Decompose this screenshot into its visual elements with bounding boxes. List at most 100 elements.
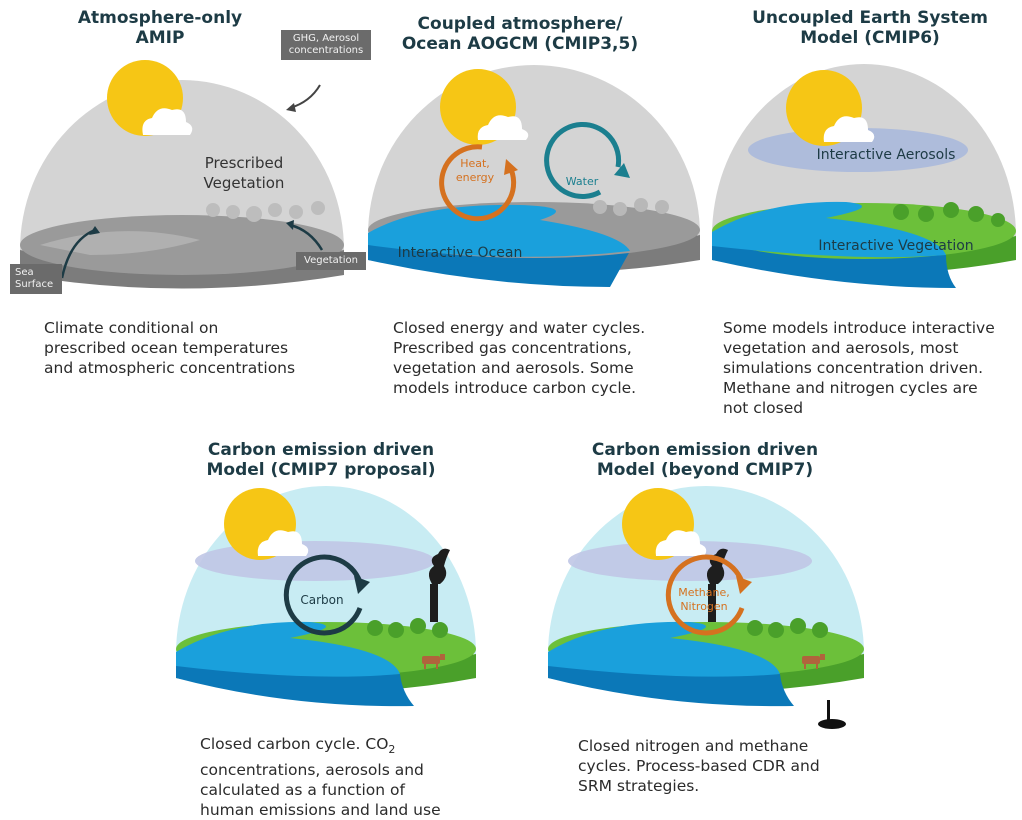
panel-2-caption-line-1: Closed energy and water cycles. bbox=[393, 319, 646, 337]
panel-5-title: Carbon emission driven Model (beyond CMI… bbox=[580, 440, 830, 480]
panel-1-ghg-line-1: GHG, Aerosol bbox=[292, 33, 360, 44]
panel-4-caption-line-3: calculated as a function of bbox=[200, 781, 405, 800]
panel-2-caption-line-3: vegetation and aerosols. Some bbox=[393, 359, 634, 377]
panel-4-caption: Closed carbon cycle. CO2 concentrations,… bbox=[200, 734, 441, 820]
panel-2-caption-line-4: models introduce carbon cycle. bbox=[393, 379, 637, 397]
panel-4-caption-line-2: concentrations, aerosols and bbox=[200, 761, 424, 780]
panel-3-trees bbox=[893, 202, 1005, 227]
panel-2-heat-arrow bbox=[439, 144, 517, 222]
panel-4-caption-line-4: human emissions and land use bbox=[200, 801, 441, 820]
panel-4-cloud-icon bbox=[257, 530, 309, 556]
panel-4-caption-sub: 2 bbox=[388, 743, 396, 757]
panel-1-veg-label-2: Vegetation bbox=[204, 174, 285, 192]
panel-2-title: Coupled atmosphere/ Ocean AOGCM (CMIP3,5… bbox=[400, 14, 640, 54]
panel-1-ghg-arrowhead bbox=[286, 103, 296, 112]
panel-1-dome bbox=[20, 80, 344, 250]
panel-5-cycle-arrowhead bbox=[736, 576, 752, 594]
panel-1-title: Atmosphere-only AMIP bbox=[60, 8, 260, 48]
panel-3-title-line-2: Model (CMIP6) bbox=[800, 28, 940, 48]
panel-2-heat-label-1: Heat, bbox=[460, 157, 490, 170]
panel-2-title-line-2: Ocean AOGCM (CMIP3,5) bbox=[401, 34, 639, 54]
panel-5-storage-icon bbox=[818, 700, 846, 729]
panel-1-sst-arrowhead bbox=[89, 226, 100, 235]
panel-3-ocean-top bbox=[712, 201, 946, 258]
panel-2-caption-line-2: Prescribed gas concentrations, bbox=[393, 339, 632, 357]
panel-1-cloud-icon bbox=[142, 108, 193, 135]
panel-2-ocean-top bbox=[368, 204, 630, 257]
panel-1-illustration: Prescribed Vegetation bbox=[20, 60, 344, 289]
panel-5-cow-icon bbox=[802, 654, 825, 669]
panel-2-caption: Closed energy and water cycles. Prescrib… bbox=[393, 318, 645, 398]
panel-1-title-line-1: Atmosphere-only bbox=[77, 8, 243, 28]
panel-5-title-line-2: Model (beyond CMIP7) bbox=[596, 460, 814, 480]
panel-2-heat-arrowhead bbox=[504, 159, 518, 175]
panel-5-caption-line-2: cycles. Process-based CDR and bbox=[578, 757, 820, 775]
panel-2-water-arrow bbox=[544, 122, 622, 199]
panel-2-trees bbox=[593, 198, 669, 216]
panel-5-illustration: Methane, Nitrogen bbox=[548, 486, 864, 729]
panel-1-vegtag-text: Vegetation bbox=[304, 255, 358, 266]
panel-1-trees bbox=[206, 201, 325, 222]
panel-5-cycle-label-1: Methane, bbox=[678, 586, 730, 599]
panel-3-caption-line-3: simulations concentration driven. bbox=[723, 359, 984, 377]
panel-1-vegtag: Vegetation bbox=[296, 252, 366, 270]
panel-3-illustration: Interactive Aerosols Interactive Vegetat… bbox=[712, 64, 1016, 288]
panel-4-title-line-2: Model (CMIP7 proposal) bbox=[206, 460, 436, 480]
panel-2-cloud-icon bbox=[477, 115, 529, 140]
panel-4-cow-icon bbox=[422, 654, 445, 669]
panel-3-title: Uncoupled Earth System Model (CMIP6) bbox=[740, 8, 1000, 48]
panel-3-aerosols-label: Interactive Aerosols bbox=[817, 147, 956, 163]
panel-1-ghg-line-2: concentrations bbox=[288, 45, 364, 56]
panel-2-water-label: Water bbox=[566, 175, 599, 188]
panel-4-title-line-1: Carbon emission driven bbox=[207, 440, 435, 460]
panel-5-cloud-icon bbox=[655, 530, 707, 556]
panel-4-carbon-arrow bbox=[283, 554, 363, 636]
panel-1-sst-line-1: Sea bbox=[15, 267, 34, 278]
panel-1-ghg-tag: GHG, Aerosol concentrations bbox=[281, 30, 371, 60]
panel-2-illustration: Heat, energy Water Interactive Ocean bbox=[368, 65, 700, 287]
panel-1-caption-line-2: prescribed ocean temperatures bbox=[44, 339, 289, 357]
panel-3-caption: Some models introduce interactive vegeta… bbox=[723, 318, 995, 418]
panel-1-veg-arrowhead bbox=[286, 220, 294, 230]
panel-1-sst-line-2: Surface bbox=[15, 279, 54, 290]
panel-1-sst-arrow bbox=[60, 228, 96, 279]
panel-3-cloud-icon bbox=[823, 116, 875, 142]
panel-4-illustration: Carbon bbox=[176, 486, 476, 707]
panel-4-aerosol-band bbox=[195, 541, 435, 581]
panel-3-veg-label: Interactive Vegetation bbox=[818, 238, 973, 254]
panel-2-heat-label-2: energy bbox=[456, 171, 495, 184]
panel-3-caption-line-1: Some models introduce interactive bbox=[723, 319, 995, 337]
panel-2-water-arrowhead bbox=[614, 163, 630, 178]
panel-4-trees bbox=[367, 618, 448, 638]
panel-5-caption-line-1: Closed nitrogen and methane bbox=[578, 737, 809, 755]
panel-2-title-line-1: Coupled atmosphere/ bbox=[417, 14, 623, 34]
panel-4-ocean-top bbox=[176, 621, 400, 677]
panel-5-cycle-label-2: Nitrogen bbox=[680, 600, 727, 613]
panel-1-caption-line-1: Climate conditional on bbox=[44, 319, 219, 337]
panel-4-caption-line-1: Closed carbon cycle. CO2 bbox=[200, 734, 441, 760]
panel-5-ocean-top bbox=[548, 621, 780, 677]
panel-3-title-line-1: Uncoupled Earth System bbox=[752, 8, 988, 28]
panel-1-ghg-arrow bbox=[289, 84, 321, 109]
panel-1-caption-line-3: and atmospheric concentrations bbox=[44, 359, 296, 377]
panel-3-caption-line-4: Methane and nitrogen cycles are bbox=[723, 379, 978, 397]
panel-4-title: Carbon emission driven Model (CMIP7 prop… bbox=[196, 440, 446, 480]
panel-1-veg-label-1: Prescribed bbox=[205, 154, 284, 172]
panel-1-sst-tag: Sea Surface bbox=[10, 264, 62, 294]
panel-1-caption: Climate conditional on prescribed ocean … bbox=[44, 318, 295, 378]
panel-1-ground-ocean bbox=[40, 231, 200, 255]
panel-5-caption: Closed nitrogen and methane cycles. Proc… bbox=[578, 736, 820, 796]
panel-2-ocean-label: Interactive Ocean bbox=[398, 245, 523, 261]
panel-4-carbon-label: Carbon bbox=[300, 593, 343, 607]
panel-5-cycle-arrow bbox=[665, 554, 745, 636]
panel-4-caption-pre: Closed carbon cycle. CO bbox=[200, 735, 389, 753]
panel-4-factory-icon bbox=[428, 548, 450, 622]
panel-1-title-line-2: AMIP bbox=[135, 28, 185, 48]
panel-3-caption-line-5: not closed bbox=[723, 399, 804, 417]
panel-1-ground-top bbox=[20, 215, 344, 275]
panel-5-trees bbox=[747, 618, 828, 638]
panel-5-caption-line-3: SRM strategies. bbox=[578, 777, 700, 795]
panel-5-title-line-1: Carbon emission driven bbox=[591, 440, 819, 460]
panel-4-carbon-arrowhead bbox=[354, 576, 370, 594]
panel-3-caption-line-2: vegetation and aerosols, most bbox=[723, 339, 959, 357]
